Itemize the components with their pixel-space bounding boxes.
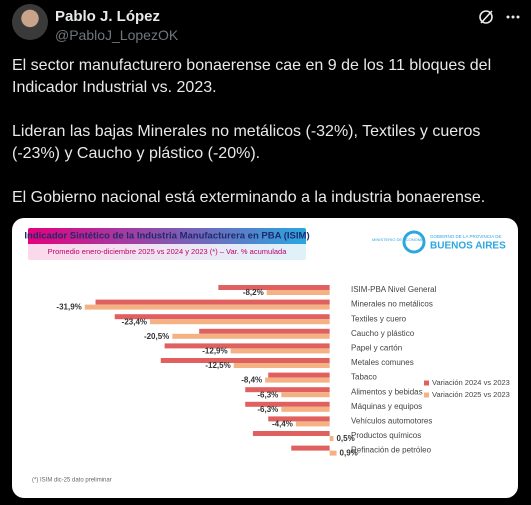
data-label: 0,9% — [340, 449, 358, 458]
author-name[interactable]: Pablo J. López — [55, 8, 161, 25]
bar — [329, 436, 334, 441]
category-label: Productos químicos — [351, 431, 421, 440]
data-label: 0,5% — [336, 434, 354, 443]
bar — [281, 392, 330, 398]
bar — [268, 416, 330, 422]
logo-government: GOBIERNO DE LA PROVINCIA DE — [430, 234, 502, 239]
bar — [150, 319, 330, 325]
avatar[interactable] — [12, 4, 48, 40]
category-label: Metales comunes — [351, 358, 414, 367]
logo-province: BUENOS AIRES — [430, 241, 506, 252]
category-label: Refinación de petróleo — [351, 446, 432, 455]
data-label: -6,3% — [257, 405, 278, 414]
bar — [84, 304, 330, 310]
legend-label: Variación 2025 vs 2023 — [432, 390, 510, 399]
data-label: -23,4% — [122, 317, 147, 326]
bar — [329, 450, 337, 456]
bar — [199, 328, 330, 334]
bar — [218, 285, 330, 290]
data-label: -4,4% — [272, 420, 293, 429]
category-label: Alimentos y bebidas — [351, 387, 423, 396]
tweet-text: El sector manufacturero bonaerense cae e… — [12, 55, 512, 231]
bar — [114, 314, 330, 320]
data-label: -12,9% — [202, 347, 227, 356]
bar — [266, 290, 330, 295]
data-label: -6,3% — [257, 390, 278, 399]
category-label: Caucho y plástico — [351, 329, 415, 338]
bar — [281, 406, 330, 412]
tweet-image[interactable]: Indicador Sintético de la Industria Manu… — [12, 218, 518, 498]
category-label: Vehículos automotores — [351, 417, 432, 426]
header-icons[interactable] — [478, 8, 522, 26]
data-label: -12,5% — [205, 361, 230, 370]
bar — [230, 348, 330, 354]
logo-ministry: MINISTERIO DE ECONOMÍA — [372, 237, 425, 242]
data-label: -31,9% — [56, 303, 81, 312]
category-label: Máquinas y equipos — [351, 402, 422, 411]
data-label: -20,5% — [144, 332, 169, 341]
tweet-paragraph: El sector manufacturero bonaerense cae e… — [12, 57, 492, 96]
bar — [245, 387, 330, 393]
subtitle-band — [28, 244, 306, 260]
bar — [295, 421, 330, 427]
bar — [252, 431, 330, 436]
category-label: Papel y cartón — [351, 344, 402, 353]
data-label: -8,2% — [243, 288, 264, 297]
chart: Indicador Sintético de la Industria Manu… — [24, 228, 510, 484]
bar — [164, 343, 330, 349]
legend-label: Variación 2024 vs 2023 — [432, 378, 510, 387]
chart-title: Indicador Sintético de la Industria Manu… — [24, 231, 309, 242]
category-label: Tabaco — [351, 373, 377, 382]
footnote: (*) ISIM dic-25 dato preliminar — [32, 478, 112, 484]
category-label: Minerales no metálicos — [351, 300, 433, 309]
bar — [245, 401, 330, 407]
chart-subtitle: Promedio enero-diciembre 2025 vs 2024 y … — [48, 247, 288, 256]
bar — [291, 445, 330, 451]
bar — [233, 363, 330, 368]
bar — [160, 358, 330, 363]
logo-icon — [402, 230, 426, 254]
bar — [95, 299, 330, 305]
legend-swatch — [424, 380, 429, 386]
author-handle[interactable]: @PabloJ_LopezOK — [55, 27, 179, 43]
tweet-paragraph: El Gobierno nacional está exterminando a… — [12, 189, 486, 206]
data-label: -8,4% — [241, 376, 262, 385]
tweet-paragraph: Lideran las bajas Minerales no metálicos… — [12, 123, 481, 162]
bar — [265, 377, 330, 383]
bar — [268, 372, 330, 378]
category-label: Textiles y cuero — [351, 314, 407, 323]
legend-swatch — [424, 392, 429, 398]
category-label: ISIM-PBA Nivel General — [351, 285, 437, 294]
bar — [172, 333, 330, 339]
